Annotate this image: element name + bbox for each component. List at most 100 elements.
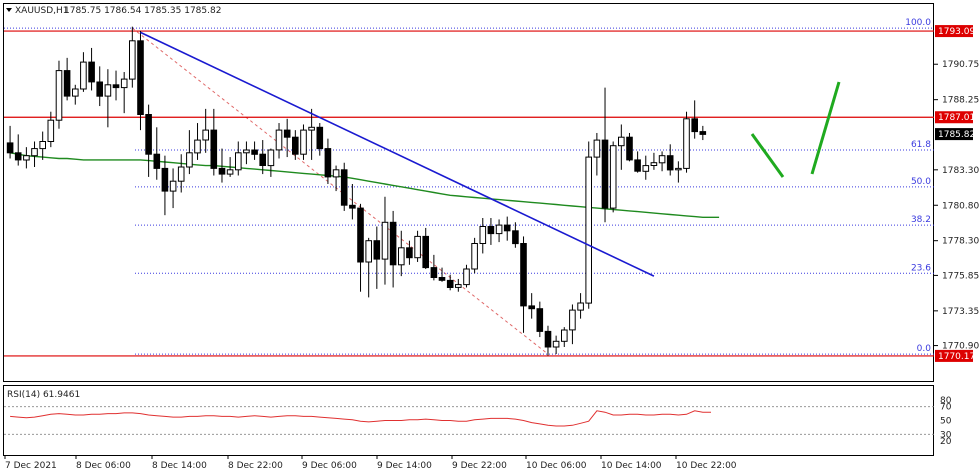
bull-candle <box>129 26 136 88</box>
y-tick-label: 1778.30 <box>942 237 979 247</box>
candle-body <box>561 329 568 342</box>
trendline-line[interactable] <box>140 31 655 277</box>
candle-body <box>324 148 332 178</box>
candle-body <box>316 126 324 150</box>
candle-body <box>463 268 470 286</box>
bear-candle <box>340 162 348 211</box>
rsi-axis-label: 80 <box>940 396 952 406</box>
bear-candle <box>634 151 641 173</box>
candle-body <box>300 129 307 155</box>
bear-candle <box>349 183 356 220</box>
candle-body <box>487 226 495 235</box>
x-tick-label: 7 Dec 2021 <box>5 461 57 471</box>
bear-candle <box>691 100 699 139</box>
candles <box>6 26 707 356</box>
bull-candle <box>186 130 193 175</box>
candle-body <box>340 169 348 206</box>
candle-body <box>292 136 299 155</box>
fib-level-label: 23.6 <box>911 263 931 273</box>
candle-body <box>373 240 381 260</box>
rsi-axis-label: 20 <box>940 437 952 447</box>
trendline[interactable] <box>140 31 655 277</box>
fib-level-label: 50.0 <box>911 177 931 187</box>
candle-body <box>609 145 617 209</box>
bull-candle <box>31 141 38 167</box>
symbol-dropdown-icon[interactable] <box>6 8 12 12</box>
x-tick-label: 10 Dec 06:00 <box>526 461 587 471</box>
candle-body <box>186 152 193 168</box>
y-tick-label: 1775.85 <box>942 271 979 281</box>
bull-candle <box>300 124 307 160</box>
candle-body <box>275 129 283 151</box>
bull-candle <box>552 335 560 355</box>
bear-candle <box>373 226 381 289</box>
bull-candle <box>226 157 234 177</box>
candle-body <box>194 139 201 154</box>
bear-candle <box>389 210 397 288</box>
bull-candle <box>308 108 315 160</box>
bear-candle <box>137 30 144 131</box>
bull-candle <box>658 151 666 172</box>
candle-body <box>503 224 511 232</box>
price-tag-bg <box>935 111 973 124</box>
candle-body <box>650 162 658 166</box>
candle-body <box>47 119 55 142</box>
bull-candle <box>414 230 421 262</box>
bull-candle <box>39 131 47 160</box>
y-tick-label: 1783.30 <box>942 166 979 176</box>
candle-body <box>691 118 699 133</box>
candle-body <box>593 139 601 158</box>
candle-body <box>512 230 519 245</box>
ohlc-readout: 1785.75 1786.54 1785.35 1785.82 <box>64 6 221 16</box>
bull-candle <box>275 123 283 159</box>
candle-body <box>642 165 650 172</box>
candle-body <box>308 126 315 131</box>
candle-body <box>55 70 63 121</box>
fib-diagonal <box>132 27 549 355</box>
candle-body <box>218 167 226 175</box>
rsi-axis-label: 30 <box>940 430 952 440</box>
arrow-down-leg <box>750 133 785 178</box>
bear-candle <box>536 301 544 338</box>
bull-candle <box>120 72 128 114</box>
candle-body <box>251 149 258 155</box>
x-tick-label: 10 Dec 22:00 <box>676 461 737 471</box>
candle-body <box>137 40 144 115</box>
bull-candle <box>381 196 389 285</box>
candle-body <box>365 240 372 263</box>
bull-candle <box>55 60 63 129</box>
candle-body <box>634 159 641 172</box>
bull-candle <box>463 264 470 288</box>
y-tick-label: 1788.25 <box>942 96 979 106</box>
bear-candle <box>528 293 536 319</box>
bull-candle <box>23 147 30 169</box>
price-tag-bg <box>935 349 973 362</box>
bull-candle <box>169 168 177 209</box>
price-tag-bg <box>935 128 973 141</box>
candle-body <box>120 78 128 89</box>
bull-candle <box>235 141 242 176</box>
bull-candle <box>72 84 79 105</box>
bear-candle <box>292 130 299 160</box>
candle-body <box>666 155 674 171</box>
bull-candle <box>471 237 478 274</box>
symbol-label: XAUUSD,H1 <box>15 6 69 16</box>
candle-body <box>112 84 120 89</box>
candle-body <box>430 267 438 279</box>
bear-candle <box>520 236 527 333</box>
candle-body <box>585 156 593 304</box>
candle-body <box>438 277 446 281</box>
bull-candle <box>495 219 503 243</box>
candle-body <box>601 139 609 209</box>
fib-level-label: 100.0 <box>905 18 931 28</box>
candle-body <box>267 149 275 167</box>
bear-candle <box>14 134 22 166</box>
candle-body <box>210 129 218 169</box>
x-tick-label: 9 Dec 06:00 <box>302 461 357 471</box>
candle-body <box>683 118 690 169</box>
candle-body <box>389 221 397 266</box>
candle-body <box>398 247 405 266</box>
price-tag-label: 1793.09 <box>938 27 975 37</box>
